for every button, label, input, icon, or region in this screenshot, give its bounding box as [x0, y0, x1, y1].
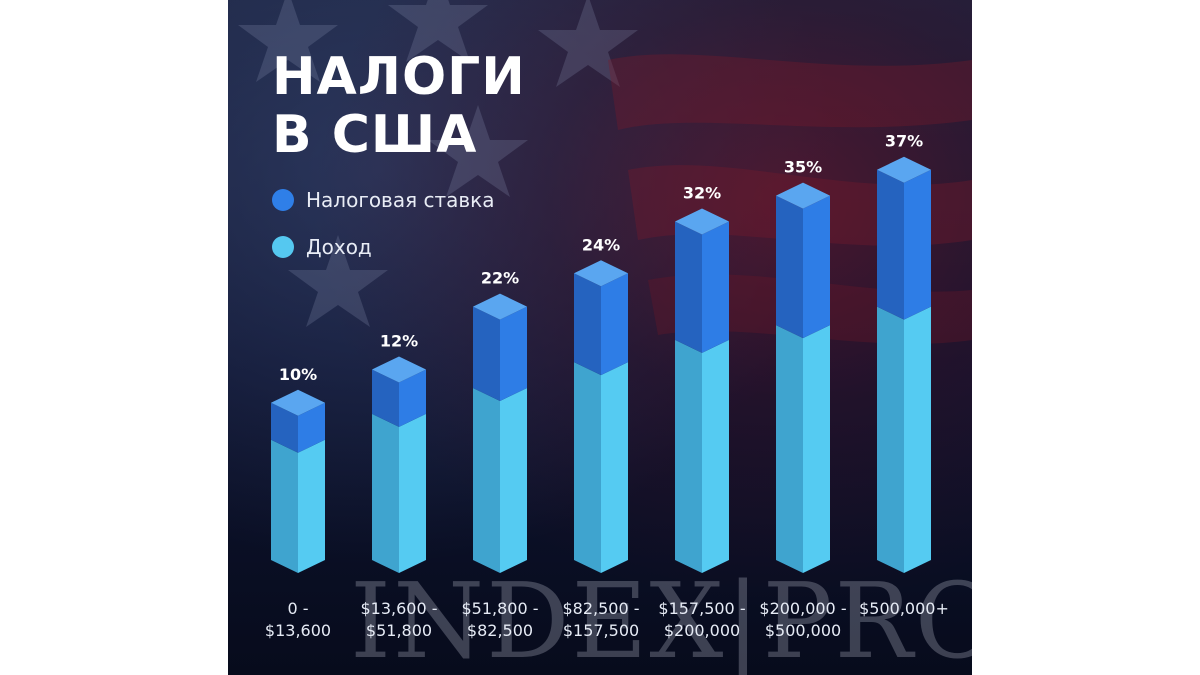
bar-top-face [776, 182, 830, 209]
x-tick-label: $51,800 - $82,500 [445, 598, 555, 642]
x-tick-label: $157,500 - $200,000 [647, 598, 757, 642]
legend-dot-tax-rate [272, 189, 294, 211]
bar-tax-right-face [601, 273, 628, 376]
x-tick-label: $13,600 - $51,800 [344, 598, 454, 642]
bar-tax-right-face [904, 169, 931, 320]
bar-income-left-face [877, 306, 904, 573]
bar-tax-right-face [803, 195, 830, 339]
watermark-logo: INDEX|PRO [350, 560, 972, 675]
title-line-2: В США [272, 105, 478, 165]
bar-income-right-face [904, 306, 931, 573]
bar-group: 35% [776, 158, 830, 573]
x-tick-label-line: $13,600 [264, 621, 332, 640]
bar-tax-left-face [877, 169, 904, 320]
bar-income-left-face [473, 388, 500, 573]
bar-income-right-face [601, 362, 628, 573]
bar-tax-left-face [574, 273, 601, 376]
bar-top-face [574, 260, 628, 287]
x-tick-label-line: $51,800 [365, 621, 433, 640]
bar-top-face [675, 208, 729, 235]
bar-group: 32% [675, 184, 729, 573]
title-line-1: НАЛОГИ [272, 47, 526, 107]
legend-label-income: Доход [306, 235, 372, 259]
x-tick-label: $82,500 - $157,500 [546, 598, 656, 642]
x-tick-label-line: $200,000 - [759, 599, 847, 618]
star-shape-1 [238, 0, 338, 82]
x-tick-label-line: $51,800 - [461, 599, 539, 618]
bar-top-face [877, 156, 931, 183]
bar-income-right-face [298, 439, 325, 573]
star-shape-3 [538, 0, 638, 87]
star-shape-2 [388, 0, 488, 62]
bar-income-right-face [500, 388, 527, 573]
bar-income-left-face [675, 339, 702, 573]
bar-value-label: 10% [279, 365, 317, 384]
bar-value-label: 24% [582, 235, 620, 254]
legend-item-tax-rate: Налоговая ставка [272, 188, 495, 212]
bar-top-face [271, 389, 325, 416]
x-tick-label: 0 - $13,600 [243, 598, 353, 642]
x-tick-label: $200,000 - $500,000 [748, 598, 858, 642]
bar-value-label: 35% [784, 158, 822, 177]
x-tick-label-line: $82,500 [466, 621, 534, 640]
bar-group: 37% [877, 132, 931, 573]
bar-income-right-face [702, 339, 729, 573]
bar-value-label: 32% [683, 184, 721, 203]
page-title: НАЛОГИ В США [272, 48, 526, 164]
bar-group: 22% [473, 269, 527, 573]
bar-income-left-face [574, 362, 601, 573]
bar-group: 24% [574, 235, 628, 573]
x-tick-label-line: $500,000 [764, 621, 842, 640]
x-tick-label-line: $500,000+ [859, 599, 949, 618]
bar-top-face [473, 293, 527, 320]
bar-group: 12% [372, 332, 426, 573]
bar-tax-right-face [500, 306, 527, 401]
flag-stripe-1 [608, 54, 972, 130]
x-tick-label-line: $200,000 [663, 621, 741, 640]
bar-value-label: 37% [885, 132, 923, 151]
bar-tax-right-face [702, 221, 729, 353]
x-tick-label: $500,000+ [849, 598, 959, 620]
bar-top-face [372, 356, 426, 383]
star-shape-4 [428, 105, 528, 197]
bar-tax-right-face [298, 402, 325, 453]
x-tick-label-line: $82,500 - [562, 599, 640, 618]
bar-income-left-face [372, 413, 399, 573]
bar-income-right-face [399, 413, 426, 573]
bar-income-right-face [803, 325, 830, 573]
star-shape-5 [288, 235, 388, 327]
bar-value-label: 12% [380, 332, 418, 351]
bar-chart: 10% 12% 22% 24% 32% 35% 37% [271, 132, 931, 573]
x-tick-label-line: 0 - [287, 599, 309, 618]
bar-income-left-face [776, 325, 803, 573]
bar-tax-left-face [372, 369, 399, 427]
infographic-panel: НАЛОГИ В США Налоговая ставка Доход INDE… [228, 0, 972, 675]
x-tick-label-line: $157,500 - [658, 599, 746, 618]
bar-tax-left-face [271, 402, 298, 453]
x-tick-label-line: $13,600 - [360, 599, 438, 618]
bar-tax-right-face [399, 369, 426, 427]
legend-item-income: Доход [272, 235, 372, 259]
bar-value-label: 22% [481, 269, 519, 288]
legend-label-tax-rate: Налоговая ставка [306, 188, 495, 212]
x-tick-label-line: $157,500 [562, 621, 640, 640]
bar-group: 10% [271, 365, 325, 573]
bar-tax-left-face [473, 306, 500, 401]
bar-income-left-face [271, 439, 298, 573]
bar-tax-left-face [675, 221, 702, 353]
bar-tax-left-face [776, 195, 803, 339]
legend-dot-income [272, 236, 294, 258]
